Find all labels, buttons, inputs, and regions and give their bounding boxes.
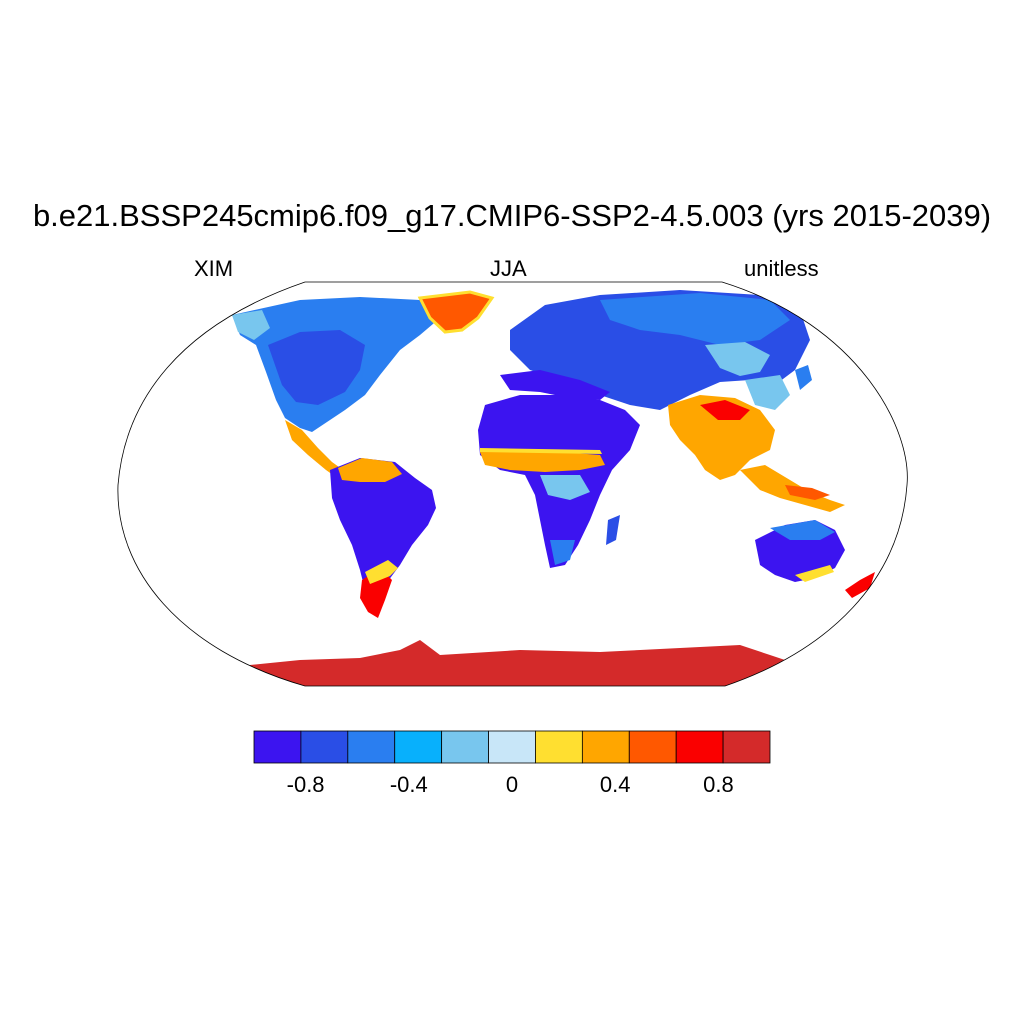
sahel-band <box>480 450 605 472</box>
greenland <box>420 292 492 332</box>
patagonia-yellow <box>365 560 398 584</box>
china-east <box>745 375 790 410</box>
colorbar-tick-label: 0 <box>505 772 519 797</box>
globe-outline <box>117 281 908 687</box>
indonesia <box>785 485 830 500</box>
colorbar-tick-label: 0.4 <box>599 772 631 797</box>
colorbar-swatch <box>722 730 771 764</box>
colorbar <box>253 730 771 764</box>
japan <box>795 365 812 390</box>
colorbar-swatch <box>394 730 443 764</box>
colorbar-swatch <box>581 730 630 764</box>
south-america <box>330 458 436 600</box>
greenland-edge <box>417 290 495 334</box>
colorbar-swatch <box>535 730 583 764</box>
colorbar-tick-label: -0.8 <box>286 772 325 797</box>
south-asia <box>668 395 775 480</box>
colorbar-swatch <box>347 730 396 764</box>
europe-south <box>500 370 610 400</box>
units-label: unitless <box>744 256 819 281</box>
alaska-coast <box>232 310 270 340</box>
colorbar-swatch <box>488 730 536 764</box>
north-america-interior <box>268 330 365 405</box>
tibet-red <box>700 400 750 420</box>
amazon-north <box>338 458 402 482</box>
colorbar-swatch <box>628 730 677 764</box>
figure-title: b.e21.BSSP245cmip6.f09_g17.CMIP6-SSP2-4.… <box>32 198 992 233</box>
madagascar <box>606 515 620 545</box>
central-america <box>285 420 346 480</box>
east-africa-light <box>540 475 590 500</box>
siberia <box>600 293 790 345</box>
antarctica <box>130 640 900 686</box>
colorbar-tick-label: -0.4 <box>389 772 428 797</box>
south-america-south <box>360 568 392 618</box>
southern-africa-edge <box>550 540 575 565</box>
variable-label: XIM <box>194 256 234 281</box>
colorbar-swatch <box>300 730 349 764</box>
colorbar-swatch <box>675 730 724 764</box>
colorbar-tick-label: 0.8 <box>703 772 734 797</box>
season-label: JJA <box>490 256 527 281</box>
colorbar-swatch <box>441 730 489 764</box>
land-fields <box>130 290 900 686</box>
mongolia-region <box>705 342 770 376</box>
australia-north <box>770 520 835 540</box>
sahel-edge <box>480 448 602 454</box>
australia-south-coast <box>795 565 834 582</box>
colorbar-swatch <box>253 730 302 764</box>
new-zealand <box>845 572 875 598</box>
